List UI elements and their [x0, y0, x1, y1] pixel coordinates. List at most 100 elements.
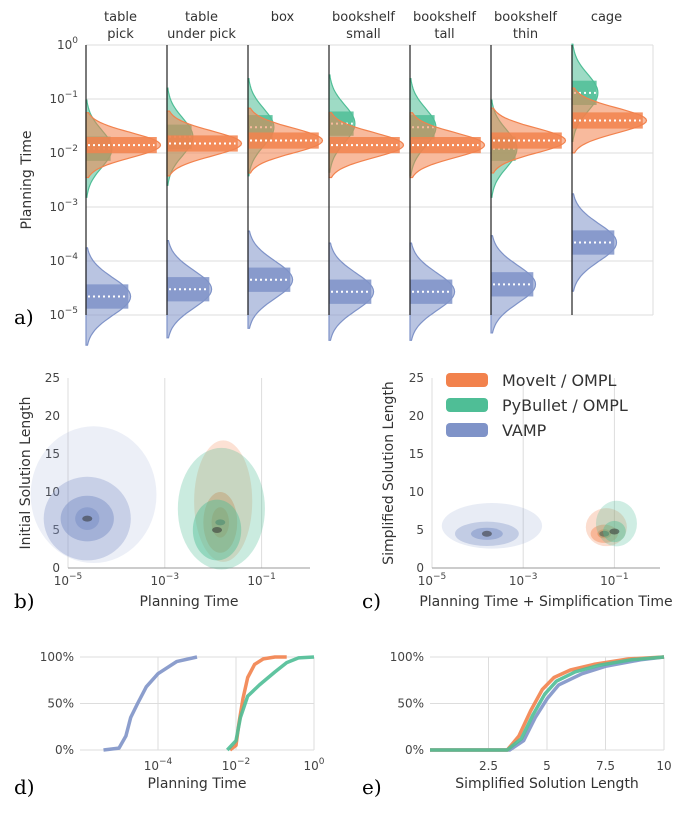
density-peak	[481, 530, 492, 537]
x-axis-title: Simplified Solution Length	[455, 776, 639, 792]
x-tick-label: 2.5	[479, 759, 498, 773]
legend-entry: MoveIt / OMPL	[502, 371, 617, 390]
cdf-line-vamp	[430, 655, 665, 752]
violin-vamp-iqr	[491, 272, 534, 297]
tick-base: 10	[49, 200, 64, 214]
column-label: table	[185, 10, 218, 25]
density-pybullet	[595, 500, 637, 547]
violin-moveit-iqr	[86, 137, 157, 154]
y-tick-label: 5	[416, 523, 424, 537]
density-moveit	[194, 440, 253, 562]
y-tick-label: 15	[409, 447, 424, 461]
x-tick-label: 5	[543, 759, 551, 773]
violin-vamp-iqr	[167, 277, 210, 302]
column-label: bookshelf	[494, 10, 557, 25]
x-tick-label: 10−1	[600, 572, 629, 588]
panel-label-c: c)	[362, 589, 381, 613]
tick-base: 10	[247, 574, 262, 588]
tick-exponent: −5	[433, 572, 446, 582]
y-tick-label: 0%	[405, 743, 424, 757]
y-tick-label: 50%	[397, 697, 424, 711]
tick-exponent: −2	[237, 757, 250, 767]
x-tick-label: 10	[656, 759, 671, 773]
panel-e: 0% 50% 100% 2.5 5 7.5 10 Simplified Solution Le…	[390, 650, 672, 792]
y-tick-label: 20	[45, 409, 60, 423]
tick-exponent: −4	[65, 252, 79, 262]
y-axis-title: Planning Time	[19, 130, 35, 229]
density-vamp	[30, 426, 157, 564]
density-moveit	[585, 508, 627, 547]
legend-swatch	[446, 423, 488, 437]
column-sublabel: under pick	[167, 27, 236, 42]
violin-vamp-iqr	[572, 230, 615, 255]
tick-base: 10	[49, 254, 64, 268]
y-tick-label: 25	[45, 371, 60, 385]
tick-base: 10	[49, 146, 64, 160]
y-tick-label: 10−1	[49, 90, 78, 106]
legend-entry: VAMP	[502, 421, 547, 440]
tick-exponent: −3	[524, 572, 537, 582]
column-label: table	[104, 10, 137, 25]
y-tick-label: 20	[409, 409, 424, 423]
violin-moveit-iqr	[410, 137, 481, 154]
legend-swatch	[446, 398, 488, 412]
y-tick-label: 0%	[55, 743, 74, 757]
y-tick-label: 10−3	[49, 198, 78, 214]
panel-c: 0 5 10 15 20 25 10 −5 10−3 10−1 Planning Time + Si…	[381, 371, 673, 610]
panel-label-a: a)	[14, 305, 34, 329]
x-tick-label: 100	[303, 757, 324, 773]
y-tick-label: 100%	[40, 650, 74, 664]
x-tick-label: 10−3	[151, 572, 180, 588]
column-sublabel: thin	[513, 27, 538, 42]
x-tick-label: 10−2	[222, 757, 251, 773]
tick-base: 10	[57, 38, 72, 52]
column-label: bookshelf	[332, 10, 395, 25]
x-tick-label: 7.5	[596, 759, 615, 773]
tick-exponent: −5	[65, 306, 78, 316]
density-peak	[609, 528, 620, 535]
cdf-line-pybullet	[430, 655, 665, 752]
tick-base: 10	[222, 759, 237, 773]
y-tick-label: 5	[52, 523, 60, 537]
tick-base: 10	[54, 574, 69, 588]
x-axis-title: Planning Time	[147, 776, 246, 792]
y-tick-label: 0	[52, 561, 60, 575]
tick-base: 10	[49, 92, 64, 106]
violin-vamp-iqr	[329, 279, 372, 304]
tick-base: 10	[144, 759, 159, 773]
y-tick-label: 15	[45, 447, 60, 461]
y-tick-label: 100%	[390, 650, 424, 664]
x-tick-label: 10−1	[247, 572, 276, 588]
y-tick-label: 10−5	[49, 306, 78, 322]
density-vamp	[441, 503, 543, 549]
panel-label-e: e)	[362, 775, 382, 799]
density-peak	[212, 527, 223, 533]
density-pybullet	[177, 447, 265, 570]
tick-base: 10	[509, 574, 524, 588]
y-tick-label: 25	[409, 371, 424, 385]
violin-moveit-iqr	[329, 137, 400, 154]
tick-base: 10	[600, 574, 615, 588]
column-sublabel: tall	[434, 27, 454, 42]
column-label: cage	[591, 10, 622, 25]
column-label: bookshelf	[413, 10, 476, 25]
violin-moveit-iqr	[572, 112, 643, 129]
panel-label-d: d)	[14, 775, 35, 799]
density-peak	[82, 515, 93, 522]
x-axis-title: Planning Time + Simplification Time	[419, 594, 672, 610]
legend-swatch	[446, 373, 488, 387]
violin-moveit-iqr	[491, 132, 562, 149]
y-tick-label: 0	[416, 561, 424, 575]
y-tick-label: 100	[57, 36, 78, 52]
tick-exponent: −1	[615, 572, 628, 582]
y-axis-title: Simplified Solution Length	[381, 381, 397, 565]
cdf-line-vamp	[103, 655, 198, 752]
x-tick-label: 10−3	[509, 572, 538, 588]
violin-moveit-iqr	[167, 135, 238, 152]
tick-exponent: 0	[72, 36, 78, 46]
tick-base: 10	[151, 574, 166, 588]
y-axis-title: Initial Solution Length	[18, 397, 34, 550]
